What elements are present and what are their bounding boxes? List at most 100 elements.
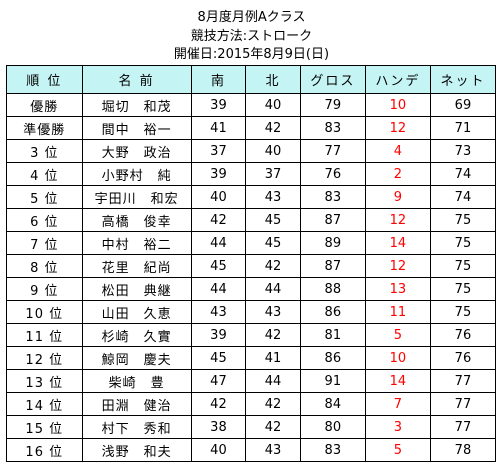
- handicap-cell: 14: [364, 369, 431, 393]
- south-score-cell: 45: [190, 254, 247, 278]
- net-score-cell: 77: [429, 415, 497, 439]
- table-row: 9 位松田 典継 44 44 88 13 75: [6, 277, 497, 301]
- north-score-cell: 42: [245, 116, 301, 140]
- table-row: 13 位柴崎 豊 47 44 91 14 77: [6, 369, 497, 393]
- column-header-name: 名 前: [81, 65, 192, 94]
- table-row: 15 位村下 秀和 38 42 80 3 77: [6, 415, 497, 439]
- south-score-cell: 45: [190, 346, 247, 370]
- net-score-cell: 77: [429, 392, 497, 416]
- rank-cell: 6 位: [6, 208, 83, 232]
- north-score-cell: 45: [245, 231, 301, 255]
- rank-cell: 8 位: [6, 254, 83, 278]
- player-name-cell: 小野村 純: [81, 162, 192, 186]
- column-header-rank: 順 位: [6, 65, 83, 94]
- north-score-cell: 40: [245, 93, 301, 117]
- handicap-cell: 10: [364, 346, 431, 370]
- table-row: 優勝 堀切 和茂 39 40 79 10 69: [6, 93, 497, 117]
- handicap-cell: 9: [364, 185, 431, 209]
- rank-cell: 11 位: [6, 323, 83, 347]
- gross-score-cell: 79: [299, 93, 366, 117]
- rank-cell: 準優勝: [6, 116, 83, 140]
- table-row: 8 位花里 紀尚 45 42 87 12 75: [6, 254, 497, 278]
- handicap-cell: 14: [364, 231, 431, 255]
- table-row: 11 位杉崎 久實 39 42 81 5 76: [6, 323, 497, 347]
- net-score-cell: 73: [429, 139, 497, 163]
- table-row: 5 位宇田川 和宏 40 43 83 9 74: [6, 185, 497, 209]
- north-score-cell: 42: [245, 323, 301, 347]
- south-score-cell: 39: [190, 323, 247, 347]
- north-score-cell: 40: [245, 139, 301, 163]
- south-score-cell: 38: [190, 415, 247, 439]
- handicap-cell: 11: [364, 300, 431, 324]
- south-score-cell: 47: [190, 369, 247, 393]
- column-header-net: ネット: [429, 65, 497, 94]
- south-score-cell: 44: [190, 277, 247, 301]
- gross-score-cell: 83: [299, 185, 366, 209]
- column-header-handicap: ハンデ: [364, 65, 431, 94]
- rank-cell: 優勝: [6, 93, 83, 117]
- net-score-cell: 69: [429, 93, 497, 117]
- rank-cell: 9 位: [6, 277, 83, 301]
- table-row: 10 位山田 久恵 43 43 86 11 75: [6, 300, 497, 324]
- south-score-cell: 39: [190, 93, 247, 117]
- player-name-cell: 高橋 俊幸: [81, 208, 192, 232]
- north-score-cell: 43: [245, 185, 301, 209]
- south-score-cell: 37: [190, 139, 247, 163]
- north-score-cell: 42: [245, 254, 301, 278]
- page-title: 8月度月例Aクラス: [197, 10, 306, 25]
- net-score-cell: 71: [429, 116, 497, 140]
- rank-cell: 16 位: [6, 438, 83, 462]
- player-name-cell: 花里 紀尚: [81, 254, 192, 278]
- player-name-cell: 杉崎 久實: [81, 323, 192, 347]
- handicap-cell: 12: [364, 116, 431, 140]
- south-score-cell: 40: [190, 185, 247, 209]
- player-name-cell: 鯨岡 慶夫: [81, 346, 192, 370]
- gross-score-cell: 81: [299, 323, 366, 347]
- gross-score-cell: 89: [299, 231, 366, 255]
- table-row: 6 位高橋 俊幸 42 45 87 12 75: [6, 208, 497, 232]
- rank-cell: 5 位: [6, 185, 83, 209]
- player-name-cell: 堀切 和茂: [81, 93, 192, 117]
- column-header-south: 南: [190, 65, 247, 94]
- player-name-cell: 松田 典継: [81, 277, 192, 301]
- rank-cell: 4 位: [6, 162, 83, 186]
- handicap-cell: 10: [364, 93, 431, 117]
- south-score-cell: 41: [190, 116, 247, 140]
- net-score-cell: 75: [429, 208, 497, 232]
- handicap-cell: 3: [364, 415, 431, 439]
- results-body: 優勝 堀切 和茂 39 40 79 10 69 準優勝 間中 裕一 41 42 83 12 71 3 位大野…: [6, 93, 497, 462]
- gross-score-cell: 76: [299, 162, 366, 186]
- player-name-cell: 大野 政治: [81, 139, 192, 163]
- net-score-cell: 76: [429, 346, 497, 370]
- gross-score-cell: 86: [299, 346, 366, 370]
- net-score-cell: 75: [429, 277, 497, 301]
- gross-score-cell: 87: [299, 208, 366, 232]
- rank-cell: 12 位: [6, 346, 83, 370]
- rank-cell: 7 位: [6, 231, 83, 255]
- net-score-cell: 78: [429, 438, 497, 462]
- player-name-cell: 山田 久恵: [81, 300, 192, 324]
- south-score-cell: 43: [190, 300, 247, 324]
- rank-cell: 3 位: [6, 139, 83, 163]
- table-row: 16 位浅野 和夫 40 43 83 5 78: [6, 438, 497, 462]
- results-table: 順 位 名 前 南 北 グロス ハンデ ネット 優勝 堀切 和茂 39 40 79 10 6…: [6, 65, 497, 462]
- gross-score-cell: 87: [299, 254, 366, 278]
- player-name-cell: 中村 裕二: [81, 231, 192, 255]
- column-header-gross: グロス: [299, 65, 366, 94]
- player-name-cell: 村下 秀和: [81, 415, 192, 439]
- gross-score-cell: 83: [299, 438, 366, 462]
- table-row: 準優勝 間中 裕一 41 42 83 12 71: [6, 116, 497, 140]
- rank-cell: 13 位: [6, 369, 83, 393]
- north-score-cell: 43: [245, 438, 301, 462]
- player-name-cell: 柴崎 豊: [81, 369, 192, 393]
- handicap-cell: 12: [364, 208, 431, 232]
- south-score-cell: 42: [190, 392, 247, 416]
- handicap-cell: 2: [364, 162, 431, 186]
- net-score-cell: 75: [429, 300, 497, 324]
- event-date: 開催日:2015年8月9日(日): [173, 47, 330, 62]
- south-score-cell: 44: [190, 231, 247, 255]
- net-score-cell: 75: [429, 231, 497, 255]
- rank-cell: 15 位: [6, 415, 83, 439]
- south-score-cell: 39: [190, 162, 247, 186]
- table-row: 3 位大野 政治 37 40 77 4 73: [6, 139, 497, 163]
